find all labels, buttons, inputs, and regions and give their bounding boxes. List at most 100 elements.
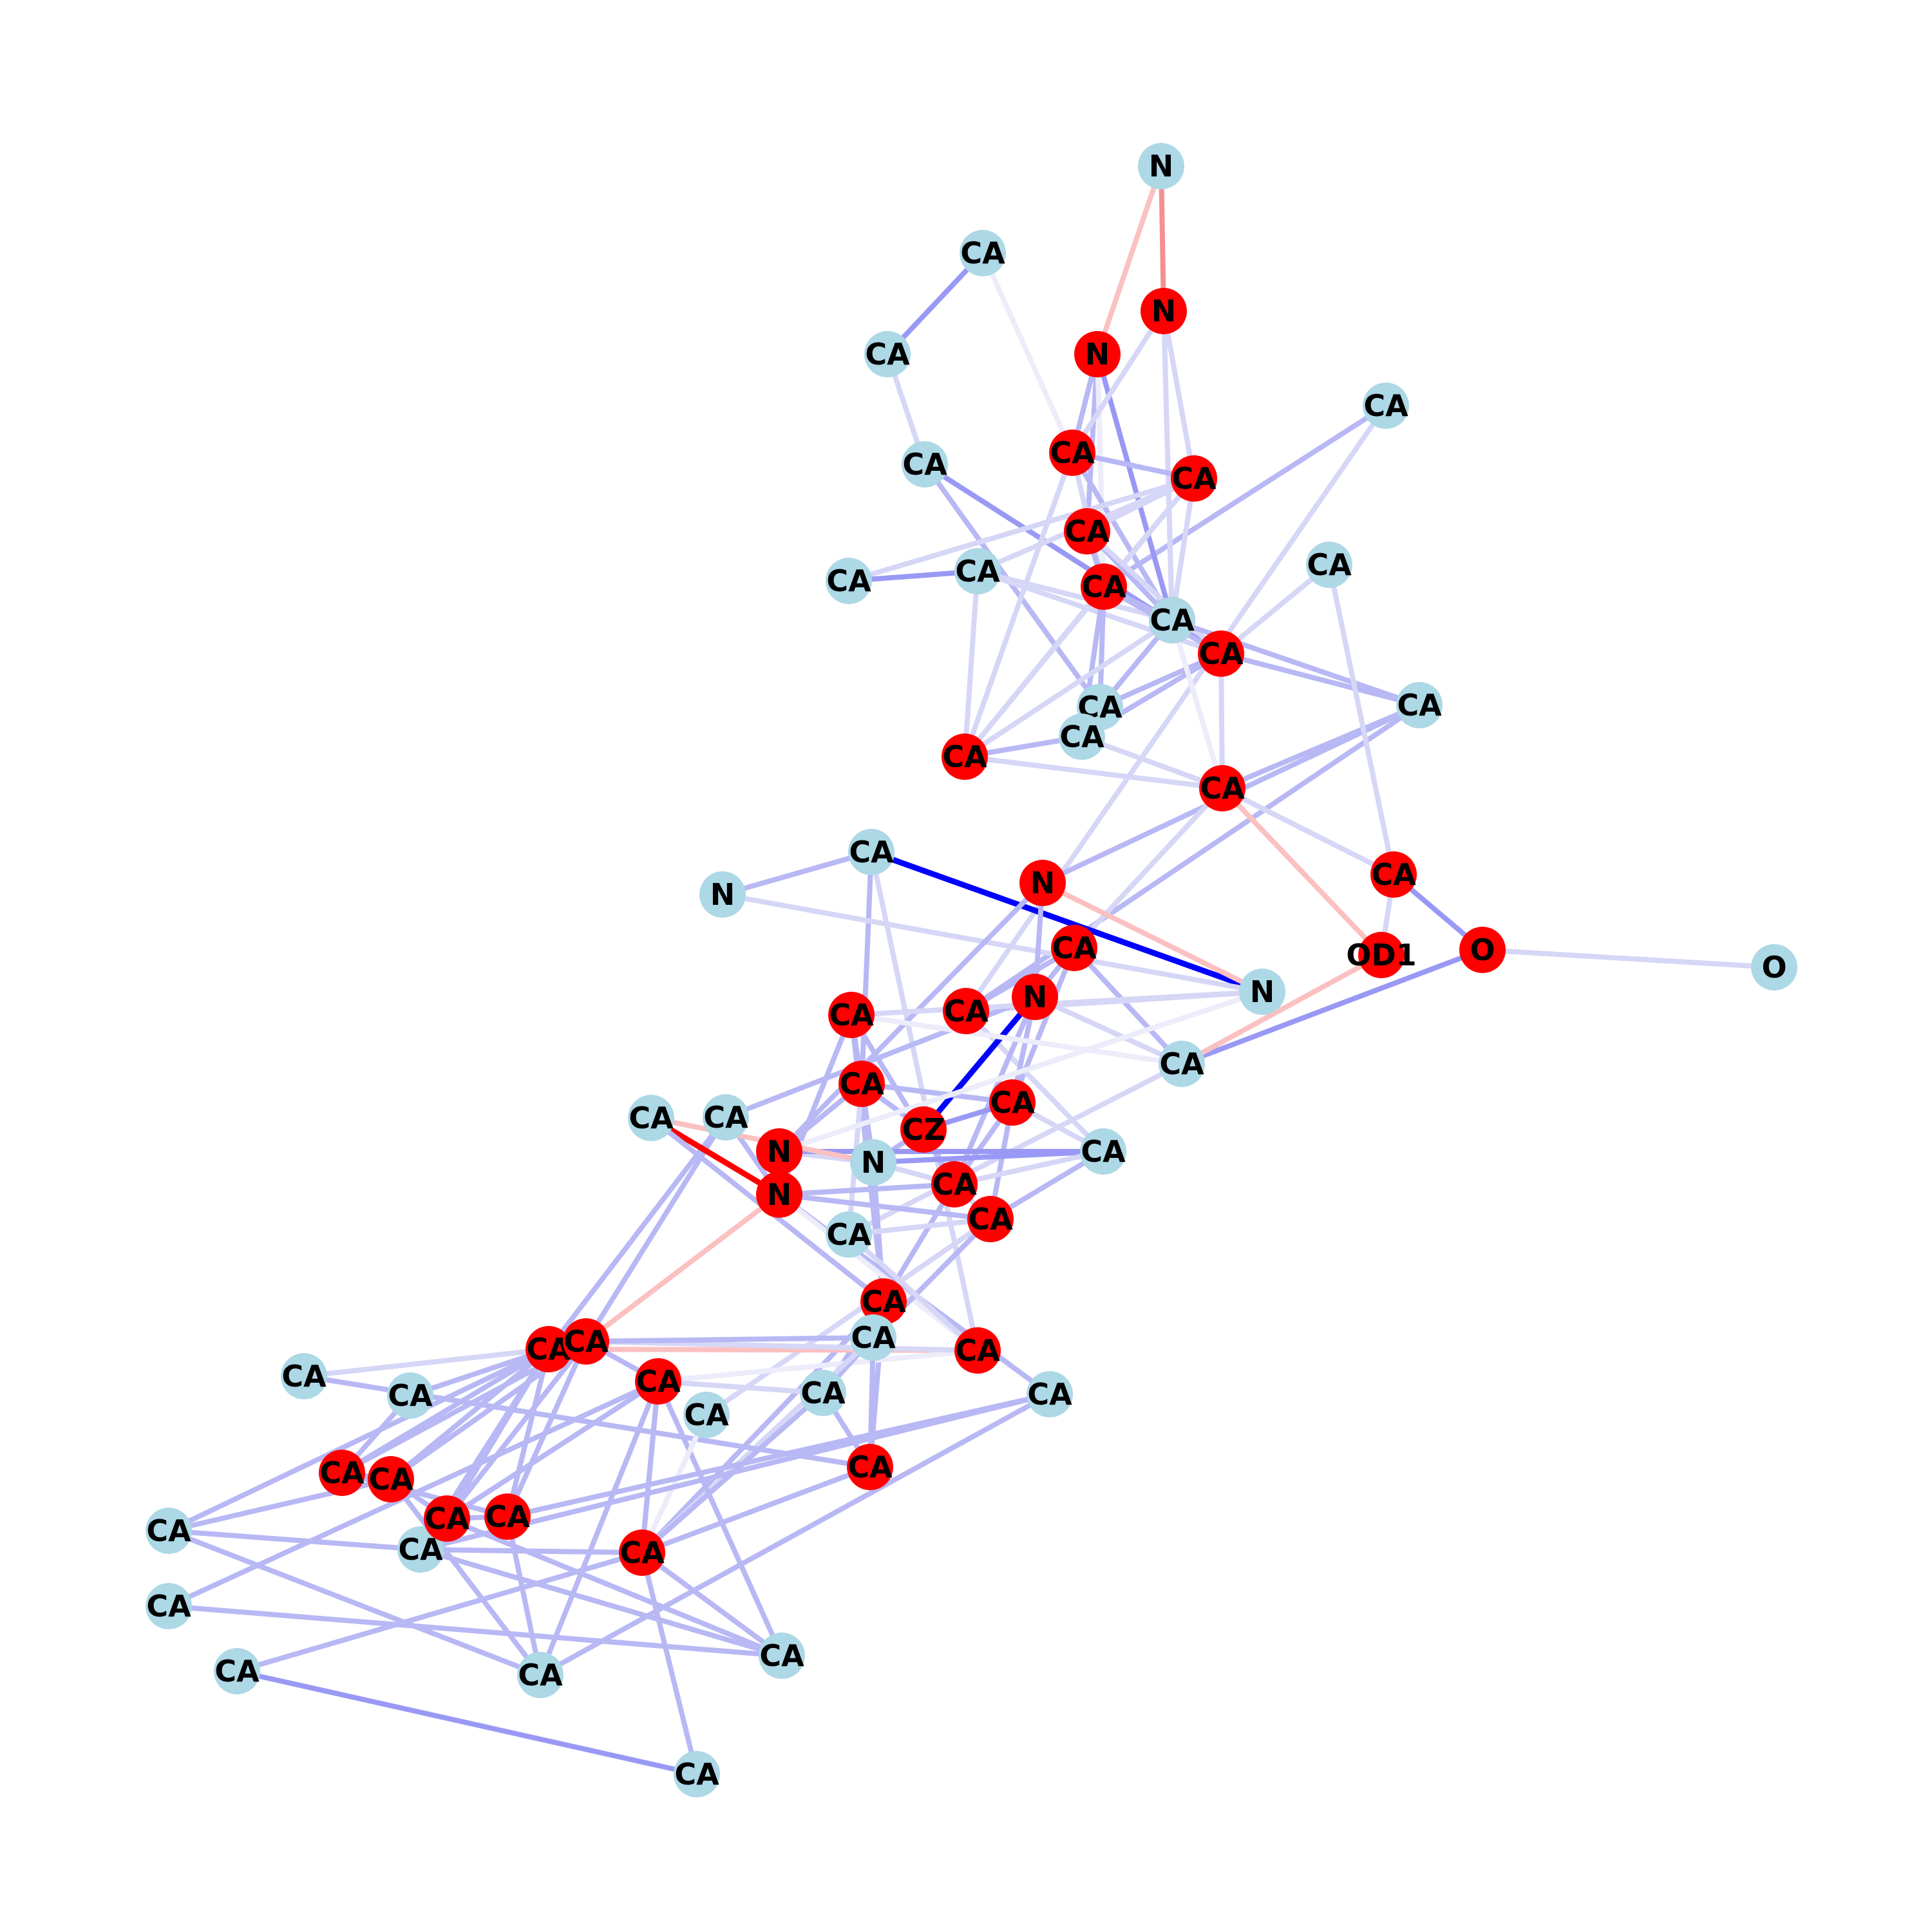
node-n45: CA [826,1211,872,1258]
node-circle [387,1372,433,1419]
edge-n41-n43 [952,1149,1106,1187]
node-circle [424,1495,470,1542]
node-label: CA [214,1654,260,1689]
node-circle [1049,430,1095,476]
edge-n21-n24 [1327,562,1396,877]
node-circle [619,1530,665,1576]
node-n54: CA [683,1392,730,1438]
node-circle [368,1456,414,1502]
node-circle [1751,944,1797,990]
node-n51: CA [563,1318,609,1365]
node-label: CA [1198,636,1244,671]
node-label: N [1023,980,1048,1014]
node-n23: N [1019,860,1066,906]
node-n11: CA [954,548,1001,594]
edge-n9-n15 [1084,529,1224,656]
edge-n62-n63 [418,1547,784,1658]
edge-n22-n36 [868,849,1265,995]
node-n58: CA [619,1530,665,1576]
node-n52: CA [1027,1371,1073,1417]
node-n65: CA [214,1648,260,1694]
node-n32: CA [1159,1041,1205,1087]
edge-n31-n38 [920,994,1038,1133]
node-n40: N [850,1139,896,1186]
node-n56: CA [635,1358,681,1405]
node-circle [826,1211,872,1258]
edge-n22-n29 [720,849,874,897]
node-circle [1141,288,1187,334]
node-label: CA [849,835,894,869]
node-label: N [1149,149,1174,184]
node-n39: N [756,1128,802,1175]
node-n18: CA [1396,682,1443,728]
node-circle [526,1326,572,1372]
edge-n44-n54 [704,1217,993,1417]
edge-n37-n51 [583,1115,728,1344]
edge-n28-n32 [1072,945,1184,1066]
node-label: CA [848,1450,893,1484]
edge-n0-n1 [1159,164,1166,314]
node-label: CA [968,1202,1013,1236]
node-label: CA [942,739,987,774]
node-circle [146,1508,192,1554]
node-n31: N [1012,974,1058,1020]
edge-n20-n25 [1220,786,1384,958]
node-circle [563,1318,609,1365]
node-n59: CA [387,1372,433,1419]
node-label: CA [388,1378,433,1413]
edge-n11-n13 [975,569,1175,623]
edge-n16-n20 [1170,618,1225,791]
node-circle [828,992,875,1038]
node-n38: CZ [900,1106,947,1153]
node-circle [826,558,872,604]
edge-n8-n10 [846,476,1197,583]
edge-n45-n49 [846,1232,980,1353]
edge-n26-n32 [1179,947,1485,1066]
edge-n20-n24 [1220,786,1396,877]
edge-n55-n58 [639,1464,873,1555]
node-circle [1159,1041,1205,1087]
node-circle [628,1095,674,1141]
edge-n2-n7 [980,251,1075,455]
node-circle [1081,564,1127,610]
node-circle [850,1314,896,1361]
node-n48: CA [850,1314,896,1361]
node-circle [1171,455,1217,502]
node-circle [960,230,1006,276]
node-label: CA [1052,931,1097,965]
node-circle [756,1128,802,1175]
edge-n0-n3 [1095,164,1164,357]
node-circle [517,1652,564,1698]
node-n55: CA [847,1444,893,1490]
edge-n56-n62 [656,1379,784,1658]
node-circle [1027,1371,1073,1417]
edge-n69-n52 [505,1392,1052,1519]
node-circle [1012,974,1058,1020]
node-n28: CA [1051,925,1097,971]
node-circle [1198,630,1244,677]
node-label: CA [1081,569,1126,604]
node-label: N [1030,866,1056,900]
node-circle [902,441,948,488]
node-circle [1199,765,1245,811]
node-label: CA [1050,435,1095,470]
node-circle [759,1633,805,1679]
edge-n50-n59 [408,1347,551,1398]
node-n27: O [1751,944,1797,990]
node-circle [1396,682,1443,728]
node-n33: CA [828,992,875,1038]
node-n26: O [1459,927,1506,973]
node-label: CA [1081,1134,1126,1169]
node-label: CZ [902,1112,945,1147]
node-n19: CA [942,734,988,780]
node-n44: CA [967,1196,1014,1242]
node-label: CA [636,1364,681,1399]
edge-n51-n68 [444,1339,589,1521]
node-label: N [1085,337,1110,372]
edge-n50-n69 [505,1347,551,1519]
node-circle [484,1493,531,1540]
node-label: CA [829,998,874,1032]
edge-n56-n68 [444,1379,661,1521]
edge-n42-n47 [648,1115,782,1198]
edge-n15-n18 [1218,651,1422,708]
